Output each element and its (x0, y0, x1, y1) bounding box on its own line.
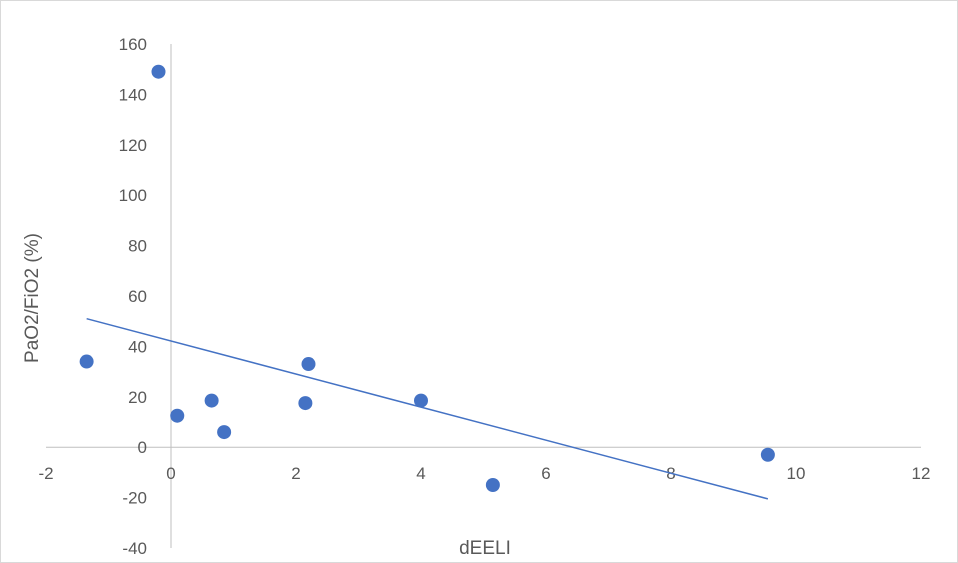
data-point (301, 357, 316, 372)
data-point (760, 447, 775, 462)
y-tick-label: -20 (122, 489, 147, 508)
x-axis-title: dEELI (459, 538, 511, 559)
data-point (151, 64, 166, 79)
data-point (79, 354, 94, 369)
x-tick-label: 12 (912, 464, 931, 483)
data-point (298, 396, 313, 411)
y-tick-label: 20 (128, 388, 147, 407)
y-axis-title: PaO2/FiO2 (%) (22, 233, 43, 363)
x-tick-label: 2 (291, 464, 300, 483)
y-tick-label: 40 (128, 337, 147, 356)
y-tick-label: 80 (128, 237, 147, 256)
data-points (79, 64, 775, 492)
trendline-group (86, 317, 769, 500)
y-tick-label: 60 (128, 287, 147, 306)
y-tick-label: 0 (138, 438, 147, 457)
x-tick-label: 10 (787, 464, 806, 483)
y-tick-label: 140 (119, 85, 147, 104)
y-tick-label: 100 (119, 186, 147, 205)
data-point (414, 393, 428, 408)
data-point (217, 425, 232, 440)
x-tick-label: 4 (416, 464, 425, 483)
axes (46, 44, 921, 548)
trendline (86, 317, 769, 500)
data-point (485, 478, 500, 492)
x-tick-label: 0 (166, 464, 175, 483)
x-tick-label: 6 (541, 464, 550, 483)
data-point (204, 393, 219, 408)
y-tick-label: 120 (119, 136, 147, 155)
y-tick-label: 160 (119, 35, 147, 54)
data-point (170, 408, 185, 423)
x-tick-label: -2 (38, 464, 53, 483)
y-tick-label: -40 (122, 539, 147, 558)
